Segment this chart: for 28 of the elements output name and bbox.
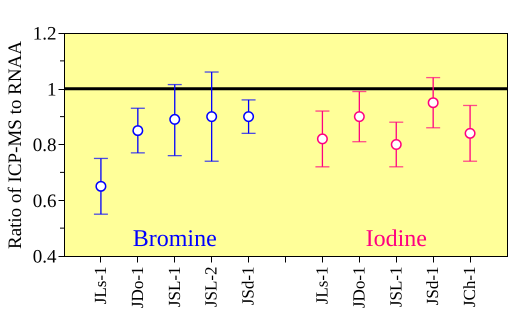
x-tick-label: JLs-1 bbox=[312, 266, 332, 304]
y-tick-label: 0.8 bbox=[32, 135, 56, 156]
text: Iodine bbox=[366, 226, 427, 252]
y-tick-label: 1 bbox=[47, 79, 56, 100]
x-tick-label: JLs-1 bbox=[90, 266, 110, 304]
point bbox=[243, 111, 254, 122]
series-label: Bromine bbox=[132, 226, 217, 252]
y-tick-label: 0.6 bbox=[32, 190, 56, 212]
x-tick-label: JDo-1 bbox=[349, 266, 368, 308]
x-tick-label: JSL-1 bbox=[386, 266, 406, 308]
point bbox=[316, 133, 328, 144]
y-tick-label: 0.4 bbox=[32, 246, 57, 268]
x-tick-label: JSd-1 bbox=[423, 266, 442, 306]
x-tick-label: JDo-1 bbox=[128, 266, 147, 308]
x-tick-label: JCh-1 bbox=[460, 266, 480, 308]
point bbox=[169, 114, 180, 125]
point bbox=[390, 139, 402, 150]
y-axis-title: Ratio of ICP-MS to RNAA bbox=[4, 40, 26, 249]
x-tick-label: JSL-1 bbox=[164, 266, 184, 308]
point bbox=[95, 180, 106, 192]
y-tick-label: 1.2 bbox=[32, 24, 56, 44]
x-tick-label: JSd-1 bbox=[238, 266, 258, 306]
point bbox=[132, 125, 144, 136]
point bbox=[428, 97, 439, 108]
x-tick-label: JSL-2 bbox=[202, 266, 221, 308]
point bbox=[206, 111, 218, 122]
point bbox=[464, 128, 476, 139]
point bbox=[354, 111, 365, 122]
